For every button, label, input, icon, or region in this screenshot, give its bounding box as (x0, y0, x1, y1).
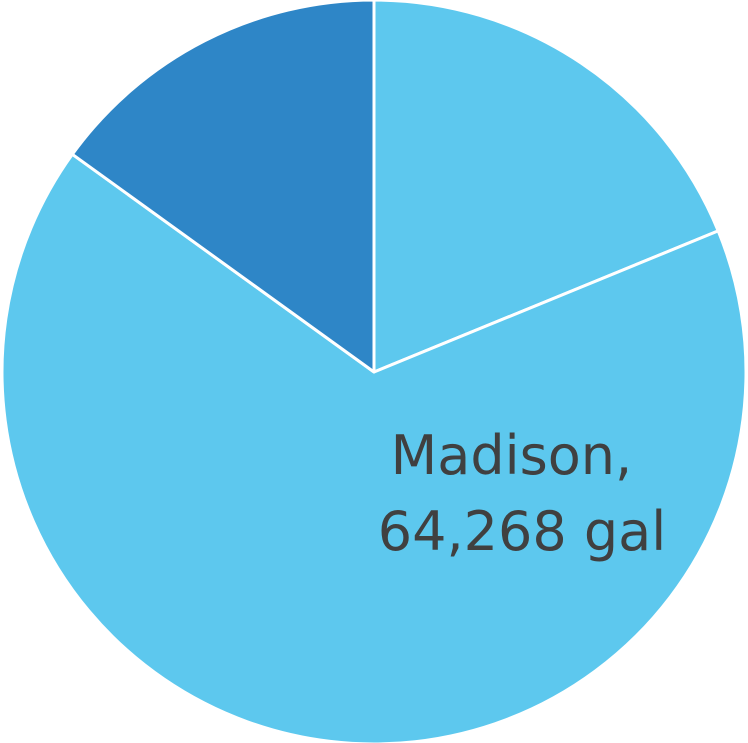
pie-slice-1 (372, 0, 720, 374)
pie-slice-madison (0, 152, 748, 743)
slice-data-label-madison-line1: Madison, (391, 424, 633, 487)
slice-data-label-madison: Madison, 64,268 gal (378, 424, 666, 563)
slice-data-label-madison-line2: 64,268 gal (378, 500, 666, 563)
pie-slice-3 (70, 0, 376, 374)
